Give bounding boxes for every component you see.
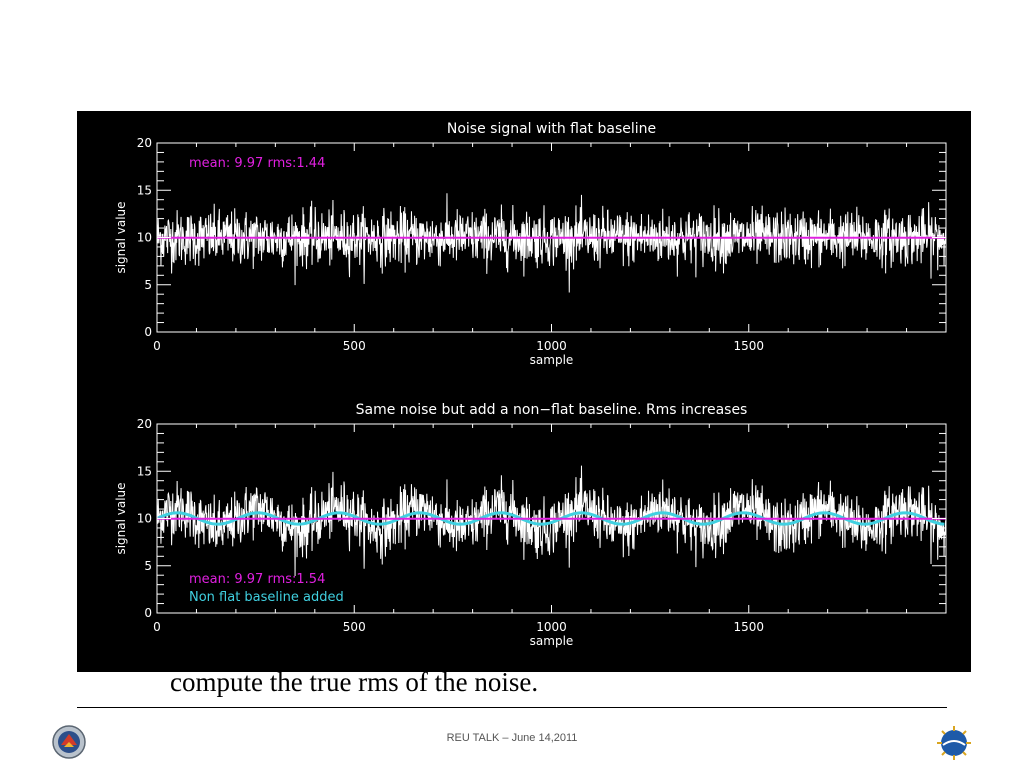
y-tick-label: 10 [137, 231, 152, 245]
x-tick-label: 1000 [536, 620, 567, 634]
y-tick-label: 5 [144, 559, 152, 573]
footer-divider [77, 707, 947, 708]
x-tick-label: 1500 [733, 339, 764, 353]
noise-series-line [156, 465, 947, 576]
footer-text: REU TALK – June 14,2011 [446, 732, 578, 744]
chart-1: Noise signal with flat baseline 0 500 1000 1… [114, 121, 947, 367]
y-axis-label: signal value [114, 482, 128, 554]
chart-figure: Noise signal with flat baseline 0 500 1000 1… [77, 111, 971, 672]
baseline-series-line [156, 511, 945, 526]
chart-title: Noise signal with flat baseline [447, 121, 656, 137]
chart-title: Same noise but add a non−flat baseline. … [356, 402, 748, 418]
x-axis-label: sample [530, 353, 574, 367]
y-tick-label: 0 [144, 325, 152, 339]
annotation-label: Non flat baseline added [189, 590, 344, 605]
annotation-label: mean: 9.97 rms:1.54 [189, 572, 325, 587]
y-tick-label: 20 [137, 417, 152, 431]
university-seal-icon [52, 725, 86, 759]
x-tick-label: 0 [153, 339, 161, 353]
x-axis-label: sample [530, 634, 574, 648]
x-tick-label: 500 [343, 620, 366, 634]
x-tick-label: 1500 [733, 620, 764, 634]
x-tick-label: 0 [153, 620, 161, 634]
nsf-logo-icon [936, 725, 972, 761]
y-tick-label: 15 [137, 464, 152, 478]
x-tick-label: 500 [343, 339, 366, 353]
y-tick-label: 0 [144, 606, 152, 620]
noise-series-line [156, 193, 947, 293]
y-tick-label: 10 [137, 512, 152, 526]
y-tick-label: 5 [144, 278, 152, 292]
x-tick-label: 1000 [536, 339, 567, 353]
caption-text: compute the true rms of the noise. [170, 667, 539, 697]
chart-2: Same noise but add a non−flat baseline. … [114, 402, 947, 648]
y-tick-label: 15 [137, 183, 152, 197]
annotation-label: mean: 9.97 rms:1.44 [189, 156, 325, 171]
y-tick-label: 20 [137, 136, 152, 150]
y-axis-label: signal value [114, 201, 128, 273]
